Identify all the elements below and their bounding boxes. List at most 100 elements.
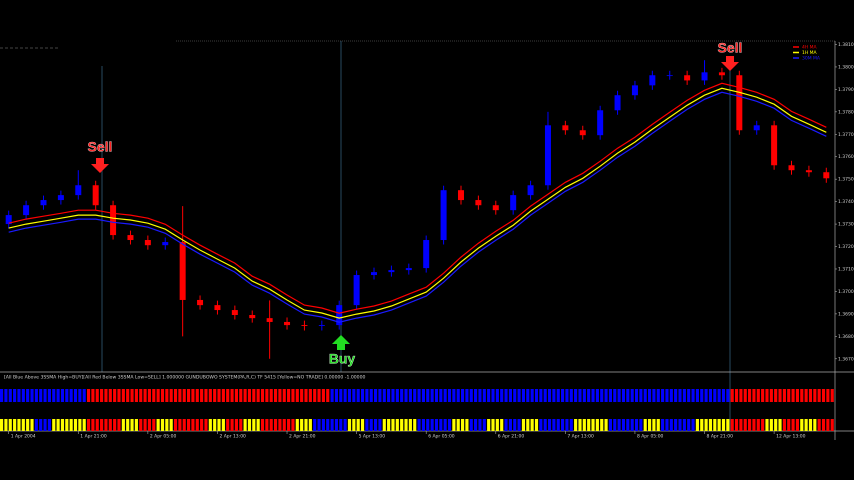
- signal-bar: [682, 419, 686, 431]
- signal-bar: [826, 419, 830, 431]
- signal-bar: [621, 419, 626, 431]
- signal-bar: [39, 389, 43, 402]
- x-tick-label: 6 Apr 21:00: [498, 434, 525, 440]
- signal-bar: [617, 419, 621, 431]
- y-tick-label: 1.36900: [838, 311, 854, 317]
- candle-body: [336, 305, 343, 326]
- signal-bar: [378, 389, 382, 402]
- candle-body: [214, 305, 221, 311]
- candle-body: [597, 110, 604, 136]
- signal-bar: [769, 389, 773, 402]
- signal-bar: [247, 389, 252, 402]
- candle-body: [805, 170, 812, 173]
- signal-bar: [439, 419, 443, 431]
- signal-bar: [456, 389, 460, 402]
- signal-bar: [191, 389, 195, 402]
- signal-bar: [243, 389, 247, 402]
- signal-bar: [156, 419, 160, 431]
- signal-bar: [287, 389, 291, 402]
- signal-bar: [347, 389, 352, 402]
- signal-bar: [787, 389, 791, 402]
- signal-bar: [21, 389, 25, 402]
- signal-bar: [661, 419, 665, 431]
- signal-bar: [669, 389, 673, 402]
- signal-bar: [200, 389, 204, 402]
- signal-bar: [152, 419, 156, 431]
- x-tick-label: 6 Apr 05:00: [428, 434, 455, 440]
- signal-bar: [60, 389, 65, 402]
- signal-bar: [547, 419, 552, 431]
- signal-bar: [226, 389, 230, 402]
- signal-bar: [639, 389, 643, 402]
- signal-bar: [821, 389, 826, 402]
- signal-bar: [500, 389, 504, 402]
- signal-bar: [182, 389, 186, 402]
- signal-bar: [334, 419, 339, 431]
- signal-bar: [100, 389, 104, 402]
- candle-body: [23, 205, 30, 216]
- signal-bar: [708, 419, 713, 431]
- signal-bar: [213, 389, 217, 402]
- signal-bar: [761, 389, 765, 402]
- signal-bar: [561, 389, 565, 402]
- signal-bar: [565, 419, 569, 431]
- signal-bar: [617, 389, 621, 402]
- signal-bar: [91, 389, 95, 402]
- signal-bar: [300, 389, 304, 402]
- signal-bar: [387, 389, 391, 402]
- signal-bar: [647, 419, 652, 431]
- signal-bar: [647, 389, 652, 402]
- signal-bar: [452, 389, 456, 402]
- signal-bar: [469, 389, 473, 402]
- signal-bar: [204, 389, 208, 402]
- signal-bar: [504, 389, 508, 402]
- signal-bar: [169, 389, 173, 402]
- signal-bar: [34, 389, 38, 402]
- signal-bar: [830, 419, 834, 431]
- moving-average-line: [8, 87, 827, 319]
- signal-bar: [791, 419, 795, 431]
- signal-bar: [504, 419, 508, 431]
- signal-bar: [778, 389, 782, 402]
- x-tick-label: 8 Apr 21:00: [707, 434, 734, 440]
- indicator-title: [All Blue Above 3SSMA High=BUY][All Red …: [4, 375, 366, 381]
- signal-bar: [652, 389, 656, 402]
- signal-bar: [247, 419, 252, 431]
- signal-bar: [487, 419, 491, 431]
- signal-bar: [434, 419, 439, 431]
- signal-bar: [656, 389, 660, 402]
- signal-bar: [143, 419, 147, 431]
- signal-bar: [382, 419, 386, 431]
- legend-label: 1H MA: [802, 50, 818, 56]
- signal-bar: [130, 419, 134, 431]
- signal-bar: [582, 389, 586, 402]
- signal-bar: [743, 389, 747, 402]
- signal-bar: [108, 419, 112, 431]
- candle-body: [127, 235, 134, 241]
- signal-bar: [430, 389, 434, 402]
- signal-bar: [708, 389, 713, 402]
- signal-bar: [191, 419, 195, 431]
- signal-bar: [447, 419, 452, 431]
- signal-bar: [317, 419, 321, 431]
- signal-bar: [117, 389, 121, 402]
- signal-bar: [374, 419, 378, 431]
- signal-bar: [626, 389, 630, 402]
- signal-bar: [665, 389, 669, 402]
- signal-bar: [226, 419, 230, 431]
- signal-bar: [808, 389, 813, 402]
- signal-bar: [82, 419, 86, 431]
- signal-bar: [282, 389, 286, 402]
- signal-bar: [404, 419, 408, 431]
- x-tick-label: 8 Apr 05:00: [637, 434, 664, 440]
- candle-body: [684, 75, 691, 81]
- signal-bar: [756, 419, 760, 431]
- signal-bar: [152, 389, 156, 402]
- signal-bar: [378, 419, 382, 431]
- signal-bar: [595, 389, 599, 402]
- candle-body: [649, 75, 656, 86]
- signal-bar: [687, 389, 691, 402]
- signal-bar: [39, 419, 43, 431]
- candle-body: [75, 185, 82, 196]
